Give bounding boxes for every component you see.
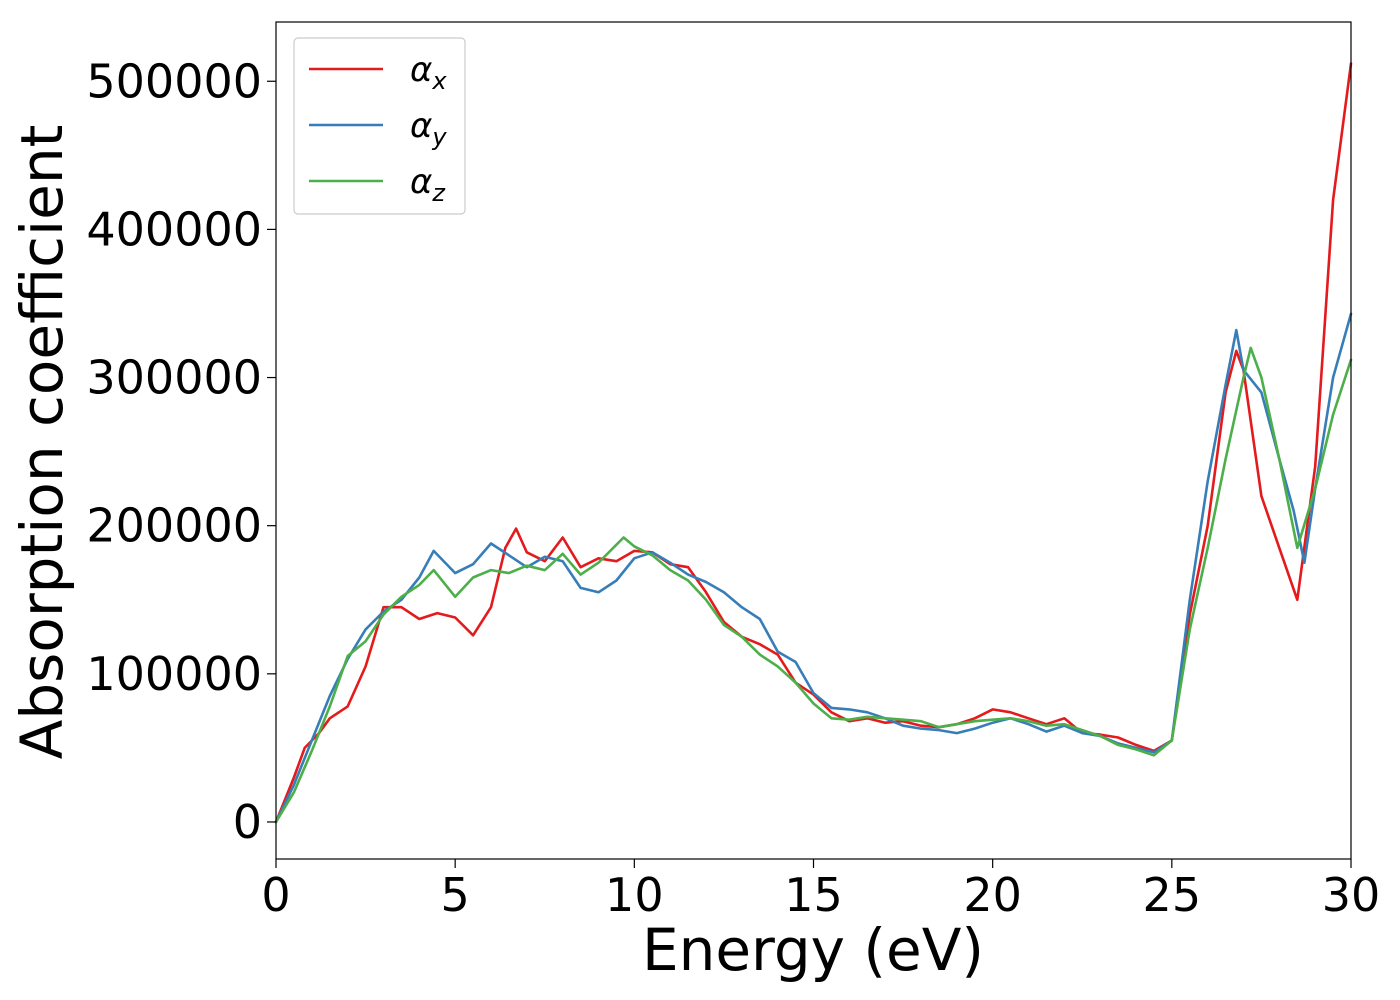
x-axis: 0 5 10 15 20 25 30 bbox=[261, 859, 1380, 922]
y-axis-label: Absorption coefficient bbox=[8, 125, 76, 760]
x-tick-label: 20 bbox=[963, 868, 1022, 922]
y-tick-label: 100000 bbox=[86, 647, 262, 701]
y-tick-label: 200000 bbox=[86, 499, 262, 553]
x-tick-label: 0 bbox=[261, 868, 290, 922]
y-tick-label: 300000 bbox=[86, 351, 262, 405]
series-lines bbox=[274, 62, 1353, 824]
x-tick-label: 10 bbox=[605, 868, 664, 922]
x-tick-label: 25 bbox=[1143, 868, 1202, 922]
legend-label-x: αx bbox=[410, 50, 447, 95]
y-axis: 0 100000 200000 300000 400000 500000 bbox=[86, 54, 276, 849]
series-line-z bbox=[274, 346, 1353, 824]
y-tick-label: 500000 bbox=[86, 54, 262, 108]
x-tick-label: 30 bbox=[1322, 868, 1381, 922]
x-tick-label: 5 bbox=[441, 868, 470, 922]
y-tick-label: 400000 bbox=[86, 202, 262, 256]
x-axis-label: Energy (eV) bbox=[642, 916, 984, 984]
series-line-y bbox=[274, 312, 1353, 824]
x-tick-label: 15 bbox=[784, 868, 843, 922]
legend-label-z: αz bbox=[410, 162, 446, 207]
legend-label-y: αy bbox=[410, 106, 447, 151]
y-tick-label: 0 bbox=[233, 795, 262, 849]
legend: αx αy αz bbox=[293, 37, 466, 215]
